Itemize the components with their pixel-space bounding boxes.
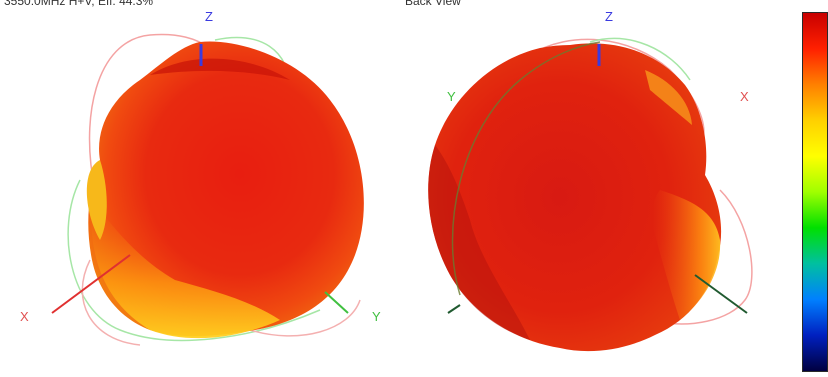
back-pattern-trace-x	[529, 38, 753, 325]
back-darker-lobe	[428, 145, 530, 340]
back-view-plot[interactable]: Z X Y	[400, 0, 800, 372]
back-x-axis-label: X	[740, 89, 749, 104]
back-right-lobe	[652, 190, 721, 320]
front-left-bulge	[86, 160, 107, 240]
front-x-axis	[51, 254, 131, 314]
front-y-axis-label: Y	[372, 309, 381, 324]
back-radiation-pattern	[428, 43, 722, 352]
back-y-axis-label: Y	[447, 89, 456, 104]
front-top-shadow	[150, 58, 290, 80]
front-view-plot[interactable]: Z X Y	[0, 0, 400, 372]
front-view-caption: 3550.0MHz H+V, Eff: 44.3%	[4, 0, 154, 8]
front-z-axis-label: Z	[205, 9, 213, 24]
back-view-caption: Back View	[405, 0, 461, 8]
back-pattern-trace-y	[589, 37, 691, 81]
back-y-axis	[447, 304, 461, 314]
back-z-axis-label: Z	[605, 9, 613, 24]
front-lower-lobe	[91, 200, 280, 339]
back-upper-right-accent	[645, 70, 692, 125]
front-pattern-trace-z	[81, 259, 361, 346]
colorbar-scale	[802, 12, 828, 372]
back-x-axis	[694, 274, 748, 314]
back-view-svg	[428, 37, 753, 352]
front-radiation-pattern	[88, 41, 364, 337]
back-meridian	[451, 41, 601, 296]
front-x-axis-label: X	[20, 309, 29, 324]
front-y-axis	[324, 291, 349, 314]
front-view-svg	[51, 33, 364, 346]
